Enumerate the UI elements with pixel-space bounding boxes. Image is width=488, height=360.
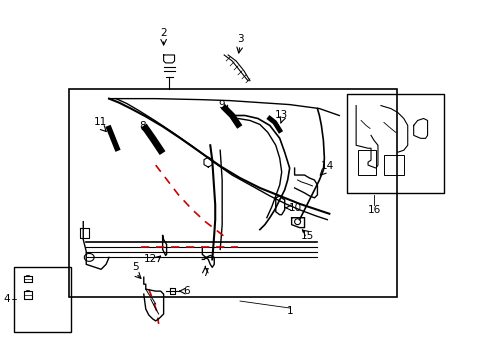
Bar	[357, 150, 375, 175]
Bar	[346, 94, 444, 193]
Text: 4: 4	[3, 294, 10, 304]
Text: 5: 5	[132, 262, 139, 272]
Text: 1: 1	[286, 306, 292, 316]
Bar	[69, 89, 396, 297]
Text: 16: 16	[366, 205, 380, 215]
Text: 2: 2	[160, 28, 166, 38]
Text: 13: 13	[275, 109, 288, 120]
Text: 15: 15	[300, 230, 313, 240]
Text: 10: 10	[288, 203, 302, 213]
Bar	[383, 155, 403, 175]
Text: 12: 12	[144, 255, 157, 264]
Text: 14: 14	[320, 161, 333, 171]
Text: 7: 7	[202, 268, 208, 278]
Text: 8: 8	[139, 121, 146, 131]
Text: 11: 11	[93, 117, 106, 127]
Text: 9: 9	[219, 100, 225, 109]
Text: 6: 6	[183, 286, 189, 296]
Text: 3: 3	[236, 34, 243, 44]
Bar	[14, 267, 71, 332]
